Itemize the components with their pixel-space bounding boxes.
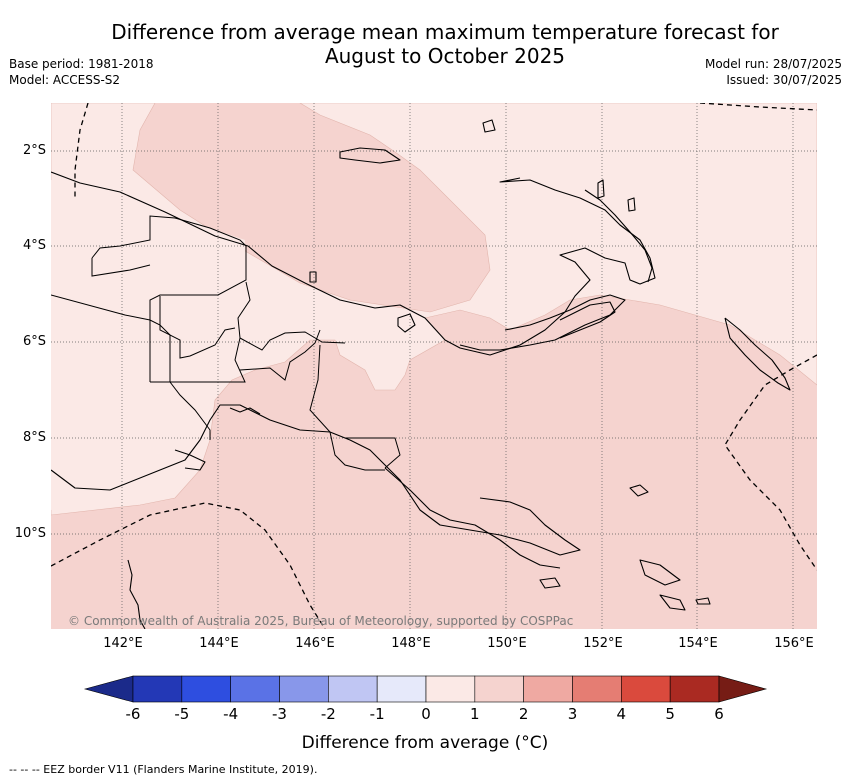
colorbar-cell [279,675,329,703]
coast-new-britain [459,294,626,351]
colorbar-tick-label: -3 [272,705,287,723]
model-run: Model run: 28/07/2025 [704,57,842,71]
coast-bougainville [724,317,791,391]
colorbar-cell [181,675,231,703]
coast-new-ireland [584,189,653,283]
colorbar-extend-high [718,675,768,703]
eez-border-north-east [699,103,817,111]
pale-zone-west [51,180,245,510]
colorbar-label: Difference from average (°C) [301,733,549,753]
border-province-1 [91,215,247,382]
lon-label-146e: 146°E [295,636,335,651]
coast-island-5 [309,271,317,283]
grid-lines [51,103,817,629]
eez-border-east [724,354,817,571]
colorbar-cell [376,675,427,703]
colorbar-cell [328,675,378,703]
colorbar-cell [230,675,280,703]
colorbar-tick-label: 2 [518,705,529,723]
lat-label-8s: 8°S [22,430,46,445]
anomaly-field-0-1-north [51,103,817,516]
border-province-7 [309,344,385,471]
meta-right: Model run: 28/07/2025 Issued: 30/07/2025 [705,56,842,88]
lon-label-150e: 150°E [487,636,527,651]
colorbar-cell [474,675,524,703]
model-name: Model: ACCESS-S2 [9,73,121,87]
coast-torres-strait [174,449,206,471]
colorbar-tick-label: 5 [665,705,675,723]
border-province-5 [239,329,321,381]
coast-island-9 [695,597,711,605]
coastlines [51,119,791,629]
coast-island-7 [639,559,681,586]
coast-island-8 [659,594,686,611]
eez-legend-note: -- -- -- EEZ border V11 (Flanders Marine… [9,763,318,776]
lon-label-156e: 156°E [774,636,814,651]
coast-island-1 [482,119,496,133]
meta-left: Base period: 1981-2018 Model: ACCESS-S2 [9,56,154,88]
page-title: Difference from average mean maximum tem… [60,20,830,68]
colorbar-tick-label: -5 [174,705,190,723]
lat-label-2s: 2°S [22,143,46,158]
eez-border-south [51,502,326,629]
border-province-2 [91,258,151,277]
coast-fly-river [229,407,261,415]
colorbar-cell [621,675,671,703]
coast-island-2 [397,313,416,333]
eez-border-north-west [74,103,89,200]
colorbar-tick-label: -2 [320,705,336,723]
base-period: Base period: 1981-2018 [9,57,154,71]
title-line-2: August to October 2025 [324,44,566,68]
lon-label-144e: 144°E [199,636,239,651]
coast-new-guinea-south [51,404,581,556]
lon-label-142e: 142°E [103,636,143,651]
colorbar-tick-label: 4 [616,705,627,723]
colorbar-cell [669,675,720,703]
issued-date: Issued: 30/07/2025 [726,73,842,87]
colorbar-tick-label: -4 [223,705,239,723]
colorbar-tick-label: 1 [470,705,480,723]
lat-label-6s: 6°S [22,334,46,349]
colorbar-extend-low [83,675,134,703]
colorbar-tick-label: 3 [567,705,578,723]
lon-label-152e: 152°E [583,636,623,651]
copyright-notice: © Commonwealth of Australia 2025, Bureau… [68,614,574,628]
colorbar-cell [523,675,573,703]
border-province-6 [239,331,346,351]
lon-label-148e: 148°E [391,636,431,651]
coast-island-10 [539,577,561,589]
colorbar [83,675,768,703]
lat-label-10s: 10°S [14,526,46,541]
coast-new-guinea-north [51,171,656,356]
coast-papuan-peninsula [384,467,561,569]
lat-label-4s: 4°S [22,238,46,253]
colorbar-tick-label: -6 [125,705,141,723]
colorbar-cell [425,675,476,703]
coast-cape-york [127,559,146,629]
coast-manus [339,147,401,164]
coast-island-6 [629,484,649,497]
map-panel [51,103,817,629]
border-province-8 [345,437,401,469]
colorbar-tick-label: 0 [421,705,431,723]
border-png-indonesia [51,294,211,440]
admin-borders [51,215,401,471]
eez-borders [51,103,817,629]
coast-island-4 [627,197,636,212]
colorbar-cell [572,675,622,703]
colorbar-cells [132,675,720,703]
colorbar-tick-label: 6 [714,705,724,723]
coast-island-3 [597,179,605,199]
colorbar-cell [132,675,183,703]
coast-huon-east [559,301,616,339]
lon-label-154e: 154°E [678,636,718,651]
border-province-4 [159,296,236,359]
title-line-1: Difference from average mean maximum tem… [111,20,779,44]
colorbar-tick-label: -1 [369,705,385,723]
